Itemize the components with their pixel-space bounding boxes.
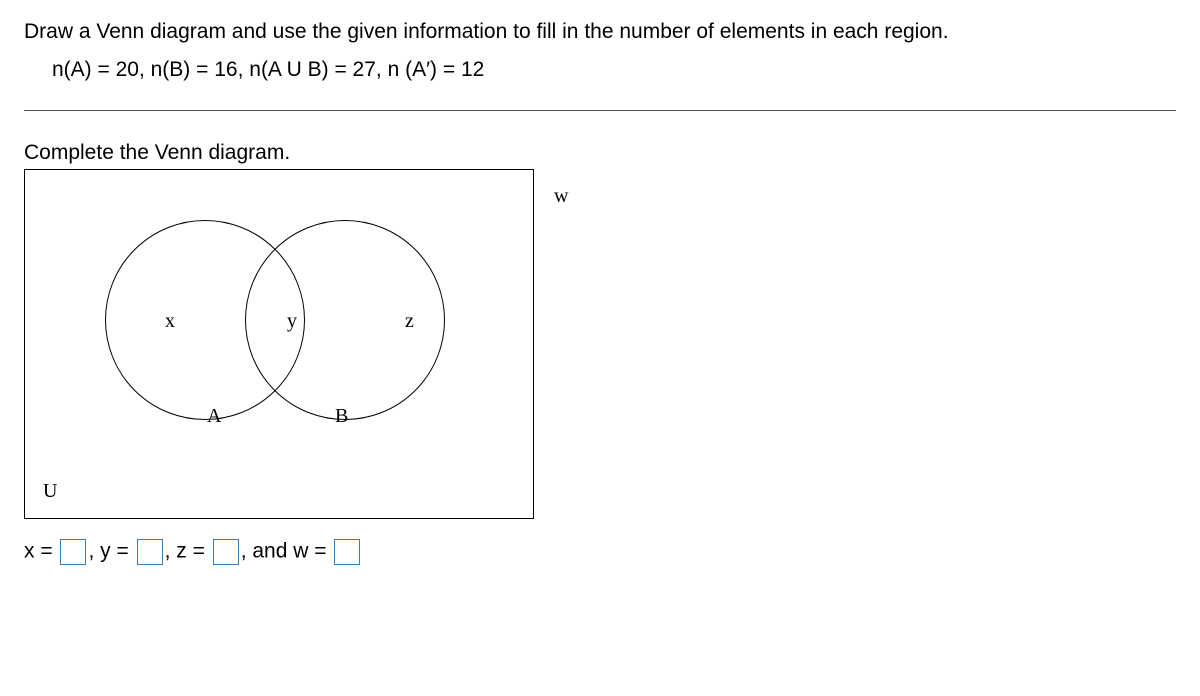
outside-label-w: w [554,185,568,208]
answer-prefix-w: , and w = [241,540,327,563]
answer-input-w[interactable] [334,539,360,565]
answer-prefix-y: , y = [88,540,128,563]
answer-input-z[interactable] [213,539,239,565]
set-label-a: A [207,405,221,428]
answer-prefix-z: , z = [165,540,205,563]
question-given: n(A) = 20, n(B) = 16, n(A U B) = 27, n (… [52,58,1176,82]
region-label-x: x [165,310,175,333]
venn-container: x y z A B U w [24,169,1176,519]
divider [24,110,1176,111]
answer-prefix-x: x = [24,540,53,563]
venn-circle-b [245,220,445,420]
set-label-b: B [335,405,348,428]
answer-input-y[interactable] [137,539,163,565]
answer-line: x = , y = , z = , and w = [24,539,1176,565]
universe-label: U [43,480,57,503]
answer-input-x[interactable] [60,539,86,565]
question-line-1: Draw a Venn diagram and use the given in… [24,20,1176,44]
region-label-y: y [287,310,297,333]
venn-universe-box: x y z A B U [24,169,534,519]
prompt-text: Complete the Venn diagram. [24,141,1176,165]
region-label-z: z [405,310,414,333]
